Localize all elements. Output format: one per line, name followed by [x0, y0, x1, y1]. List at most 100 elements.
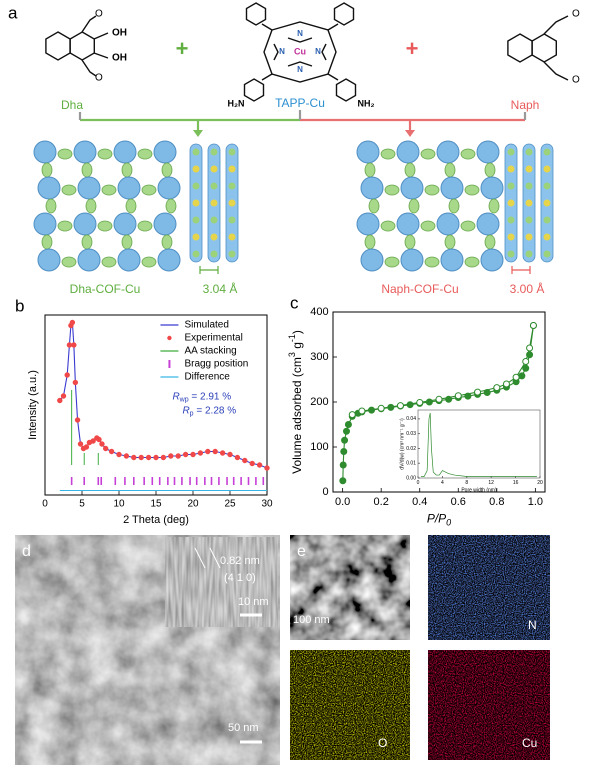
- x-axis-label-text: P/P: [427, 512, 446, 526]
- panel-label: a: [8, 3, 18, 22]
- y-axis-label-text: g: [290, 342, 304, 352]
- stack-atom: [228, 250, 236, 258]
- framework-linker: [368, 198, 380, 214]
- framework-linker: [460, 148, 476, 160]
- y-tick-label: 200: [310, 396, 328, 408]
- stack-atom: [543, 165, 551, 173]
- data-point: [512, 373, 520, 381]
- data-point: [339, 477, 347, 485]
- arrow-head: [405, 130, 415, 137]
- stack-atom: [192, 216, 200, 224]
- panel-label: b: [15, 296, 24, 315]
- framework-node: [480, 176, 504, 200]
- data-point: [66, 342, 73, 348]
- data-point: [396, 402, 404, 410]
- framework-linker: [57, 220, 73, 232]
- data-point: [96, 436, 102, 443]
- data-point: [182, 451, 189, 458]
- stack-atom: [210, 148, 218, 156]
- reactant-name: Naph: [511, 98, 540, 112]
- framework-linker: [404, 162, 416, 178]
- y-tick-label: 100: [310, 441, 328, 453]
- x-axis-label-text: 2 Theta (deg): [123, 514, 189, 526]
- framework-node: [117, 248, 141, 272]
- legend-label: Experimental: [184, 333, 242, 344]
- framework-node: [73, 140, 97, 164]
- framework-node: [113, 212, 137, 236]
- framework-node: [33, 140, 57, 164]
- plot-frame: [44, 314, 268, 496]
- data-point: [145, 454, 152, 461]
- data-point: [168, 453, 174, 459]
- data-point: [64, 372, 70, 378]
- x-tick-label: 15: [150, 499, 162, 510]
- framework-linker: [61, 256, 77, 268]
- stack-atom: [507, 250, 515, 258]
- atom-label: O: [572, 75, 580, 86]
- stack-atom: [210, 216, 218, 224]
- legend-symbol: [167, 335, 172, 341]
- data-point: [131, 454, 137, 461]
- data-point: [77, 441, 84, 447]
- stack-atom: [543, 148, 551, 156]
- x-tick-label: 0.8: [489, 496, 504, 508]
- framework-linker: [101, 256, 117, 268]
- framework-linker: [444, 234, 456, 250]
- stack-atom: [228, 216, 236, 224]
- stack-atom: [507, 148, 515, 156]
- stack-atom: [525, 216, 533, 224]
- x-tick-label: 0: [417, 480, 420, 486]
- annotation-sub: wp: [179, 396, 189, 403]
- ring: [243, 78, 265, 102]
- atom-label: N: [279, 47, 285, 56]
- scale-label: 100 nm: [293, 614, 330, 626]
- stack-atom: [192, 148, 200, 156]
- framework-linker: [41, 162, 53, 178]
- framework-linker: [488, 198, 500, 214]
- data-point: [341, 436, 349, 444]
- stack-atom: [192, 199, 200, 207]
- panel-label: c: [290, 293, 299, 312]
- x-axis-label-sub: 0: [446, 518, 451, 528]
- annotation-sub: p: [190, 410, 194, 417]
- y-axis-label-sup: -1: [287, 334, 297, 342]
- stack-atom: [228, 199, 236, 207]
- framework-linker: [364, 234, 376, 250]
- data-point: [102, 445, 109, 452]
- x-tick-label: 0.0: [335, 496, 350, 508]
- annotation-symbol: R: [182, 405, 189, 416]
- framework-node: [356, 212, 380, 236]
- x-tick-label: 12: [488, 480, 494, 486]
- data-point: [153, 454, 159, 461]
- x-tick-label: 20: [187, 499, 199, 510]
- framework-linker: [121, 162, 133, 178]
- x-axis-label-text: Pore width (nm): [461, 488, 497, 494]
- map-label: O: [378, 736, 387, 750]
- stack-atom: [192, 165, 200, 173]
- connector: [78, 110, 527, 120]
- y-axis-label-text: ): [290, 330, 304, 334]
- framework-node: [356, 140, 380, 164]
- stack-atom: [192, 250, 200, 258]
- x-tick-label: 30: [261, 499, 273, 510]
- atom-label: O: [572, 9, 580, 20]
- panel-label: d: [22, 543, 31, 560]
- y-tick-label: 0.02: [406, 446, 416, 452]
- y-tick-label: 0.00: [406, 475, 416, 481]
- framework-linker: [364, 162, 376, 178]
- framework-node: [476, 140, 500, 164]
- framework-node: [440, 248, 464, 272]
- data-point: [264, 465, 270, 471]
- framework-node: [73, 212, 97, 236]
- framework-linker: [121, 234, 133, 250]
- stack-atom: [228, 182, 236, 190]
- data-point: [71, 342, 77, 348]
- x-axis-label: P/P0: [427, 512, 451, 528]
- framework-linker: [97, 220, 113, 232]
- plus-sign: +: [406, 36, 419, 61]
- annotation-symbol: R: [172, 391, 179, 402]
- lattice-marker: [194, 547, 221, 569]
- atom-label: OH: [112, 53, 127, 64]
- data-point: [72, 379, 79, 386]
- spacing-label: 3.04 Å: [203, 281, 238, 296]
